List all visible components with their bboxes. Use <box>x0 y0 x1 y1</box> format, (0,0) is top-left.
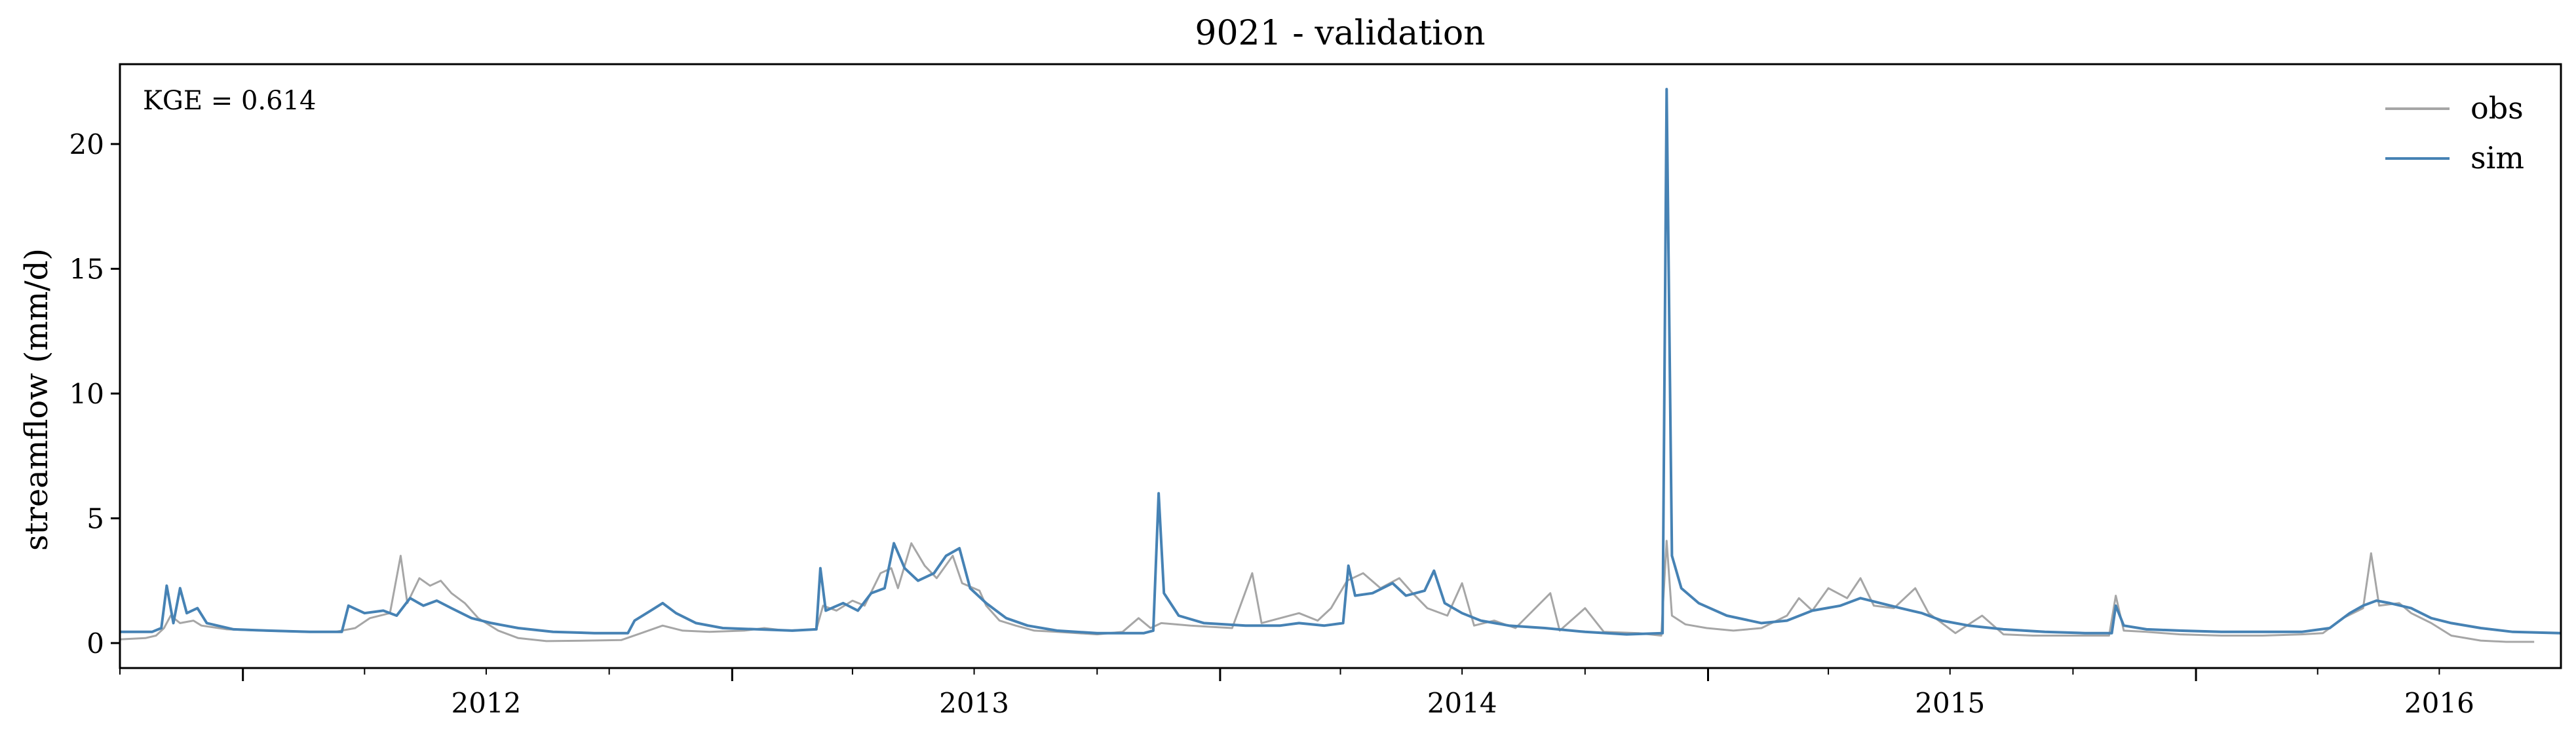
y-tick-label: 15 <box>69 253 104 285</box>
x-tick-label: 2013 <box>939 687 1009 719</box>
series-line-obs <box>119 540 2535 643</box>
x-tick-label: 2012 <box>452 687 522 719</box>
y-axis: 0 5 10 15 20 <box>69 128 120 660</box>
chart-title: 9021 - validation <box>1195 14 1485 53</box>
x-tick-label: 2014 <box>1427 687 1497 719</box>
legend-label-sim: sim <box>2470 140 2524 176</box>
series-line-sim <box>120 88 2562 636</box>
y-axis-label: streamflow (mm/d) <box>18 248 55 551</box>
y-tick-label: 5 <box>87 502 104 534</box>
legend: obs sim <box>2385 90 2524 176</box>
x-tick-label: 2016 <box>2404 687 2474 719</box>
y-tick-label: 10 <box>69 378 104 410</box>
kge-annotation: KGE = 0.614 <box>143 86 317 116</box>
x-tick-label: 2015 <box>1915 687 1985 719</box>
plot-area <box>119 63 2562 669</box>
plot-frame <box>119 63 2562 669</box>
y-tick-label: 20 <box>69 128 104 160</box>
y-tick-label: 0 <box>87 627 104 660</box>
x-axis: 2012 2013 2014 2015 2016 <box>119 668 2474 719</box>
series-layer <box>119 88 2562 643</box>
legend-label-obs: obs <box>2470 90 2524 126</box>
